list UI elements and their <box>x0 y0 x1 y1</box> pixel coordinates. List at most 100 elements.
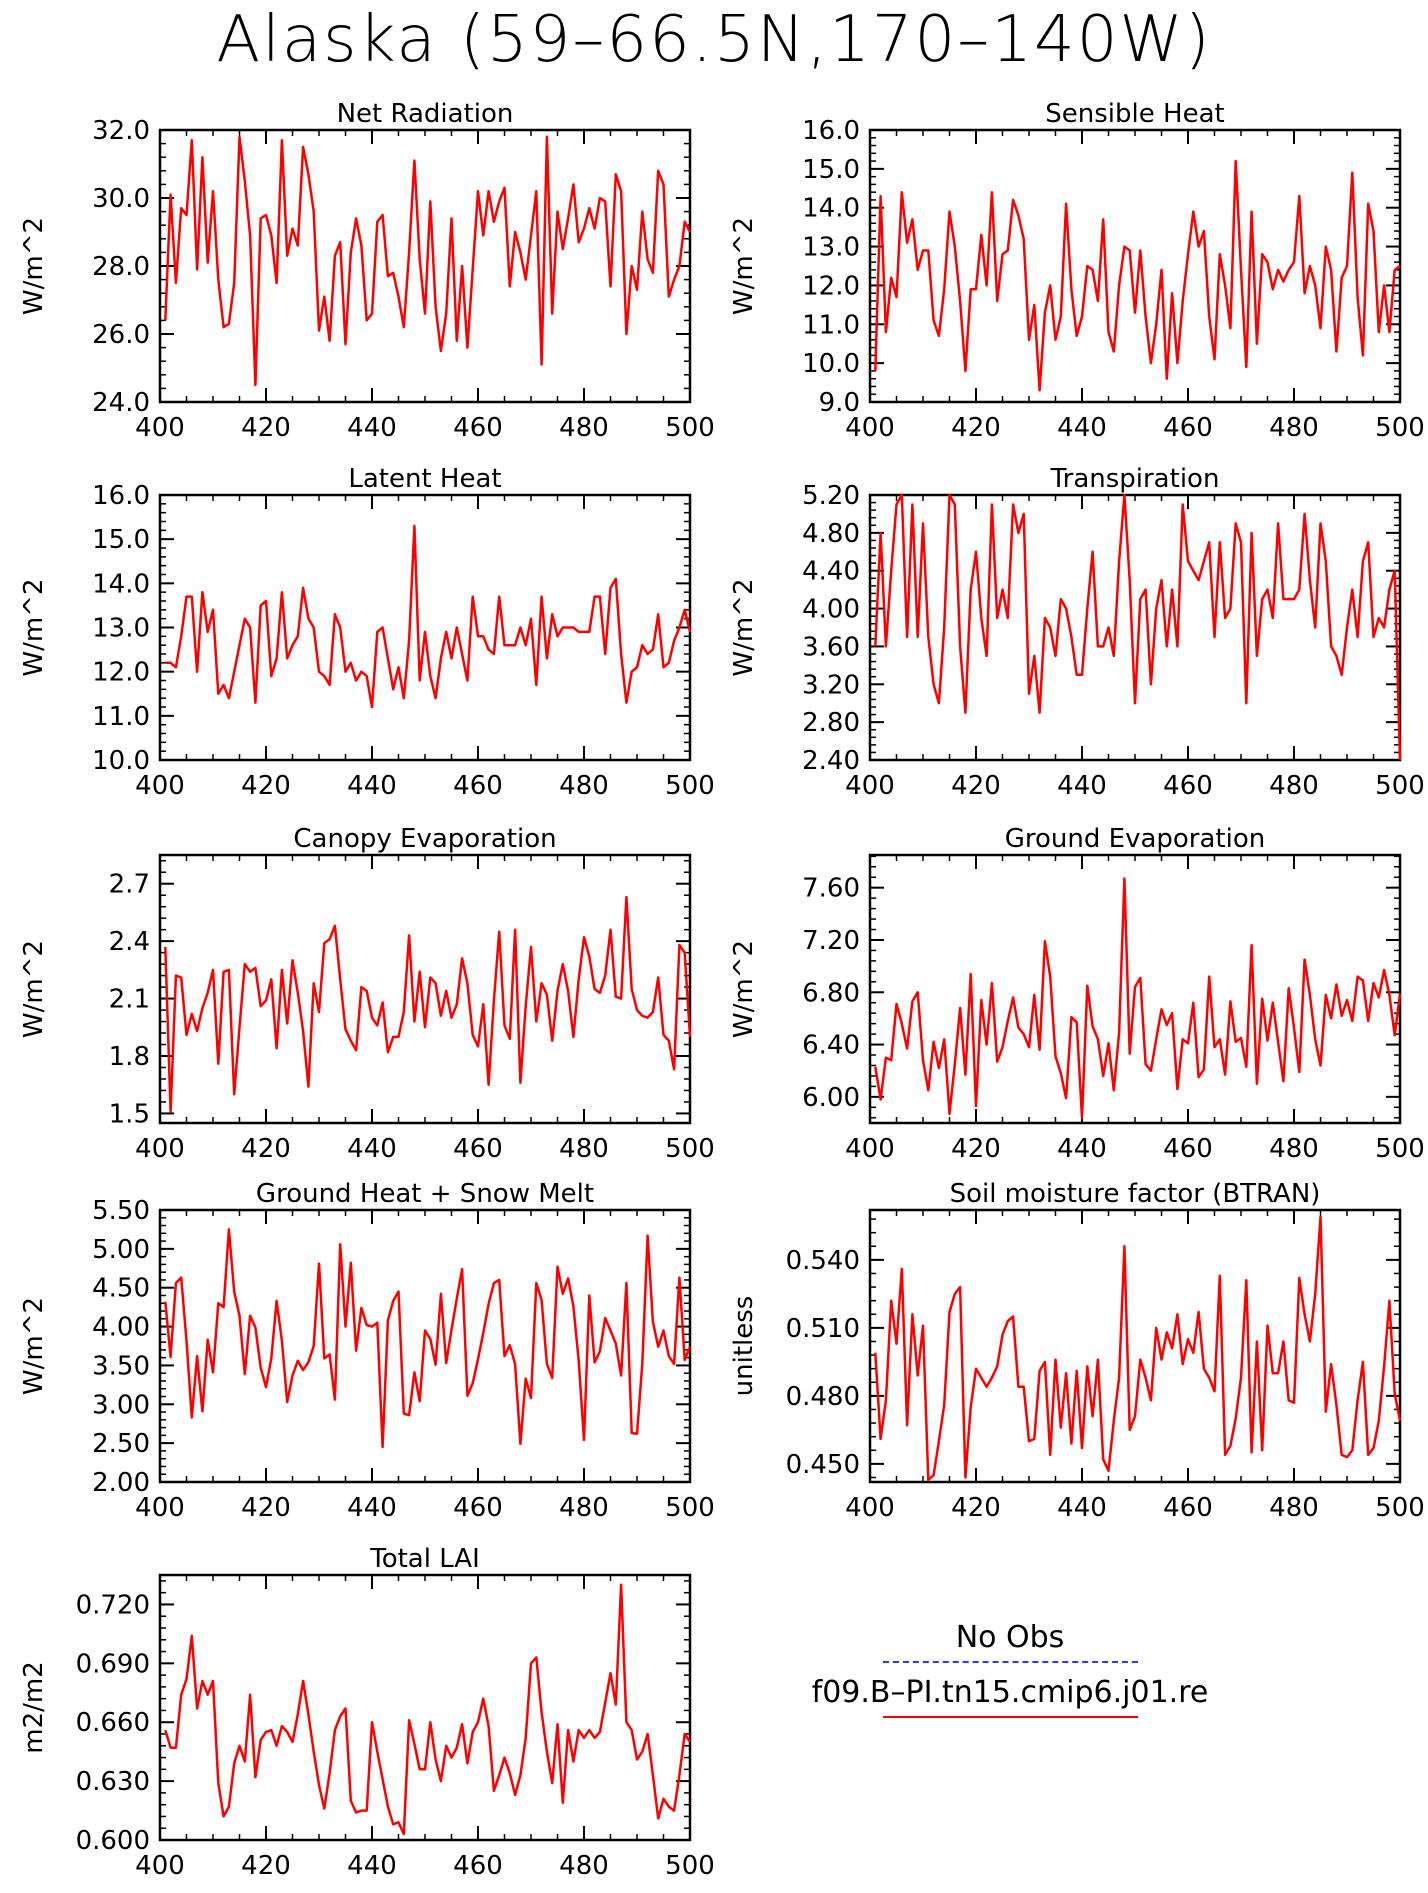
x-tick-label: 500 <box>1375 1134 1425 1164</box>
series-line <box>874 1215 1402 1481</box>
x-tick-label: 480 <box>1269 1493 1319 1523</box>
y-tick-label: 15.0 <box>802 155 860 185</box>
y-tick-label: 5.20 <box>802 481 860 511</box>
plot-title: Total LAI <box>369 1544 480 1574</box>
y-tick-label: 11.0 <box>802 310 860 340</box>
y-tick-label: 1.8 <box>109 1042 150 1072</box>
y-tick-label: 11.0 <box>92 702 150 732</box>
x-tick-label: 460 <box>1163 1134 1213 1164</box>
plot-title: Ground Evaporation <box>1005 824 1265 854</box>
y-tick-label: 3.00 <box>92 1390 150 1420</box>
plot-frame <box>158 1573 692 1842</box>
x-tick-label: 420 <box>951 1134 1001 1164</box>
y-tick-label: 14.0 <box>802 194 860 224</box>
x-tick-label: 500 <box>665 413 715 443</box>
y-tick-label: 5.50 <box>92 1196 150 1226</box>
series-line <box>874 493 1402 761</box>
y-tick-label: 4.40 <box>802 557 860 587</box>
x-tick-label: 460 <box>453 771 503 801</box>
y-tick-label: 0.660 <box>76 1708 150 1738</box>
x-tick-label: 480 <box>1269 771 1319 801</box>
x-tick-label: 440 <box>1057 1134 1107 1164</box>
y-tick-label: 2.80 <box>802 708 860 738</box>
x-tick-label: 400 <box>135 771 185 801</box>
y-axis-label: W/m^2 <box>729 217 759 315</box>
y-axis-label: W/m^2 <box>19 217 49 315</box>
x-tick-label: 500 <box>665 1851 715 1881</box>
y-tick-label: 10.0 <box>92 746 150 776</box>
legend-line-no-obs <box>882 1661 1138 1663</box>
x-tick-label: 500 <box>1375 1493 1425 1523</box>
y-tick-label: 14.0 <box>92 569 150 599</box>
x-tick-label: 400 <box>845 771 895 801</box>
y-tick-label: 0.540 <box>786 1246 860 1276</box>
y-tick-label: 0.720 <box>76 1590 150 1620</box>
y-tick-label: 1.5 <box>109 1099 150 1129</box>
y-tick-label: 16.0 <box>802 116 860 146</box>
page-title: Alaska (59–66.5N,170–140W) <box>216 3 1212 77</box>
plot-title: Transpiration <box>1050 464 1220 494</box>
y-tick-label: 10.0 <box>802 349 860 379</box>
plot-frame <box>158 493 692 762</box>
y-tick-label: 12.0 <box>802 271 860 301</box>
x-tick-label: 440 <box>347 1493 397 1523</box>
y-axis-label: unitless <box>729 1296 759 1397</box>
y-tick-label: 4.80 <box>802 519 860 549</box>
x-tick-label: 460 <box>453 1851 503 1881</box>
x-tick-label: 480 <box>559 771 609 801</box>
x-tick-label: 440 <box>347 771 397 801</box>
x-tick-label: 500 <box>1375 771 1425 801</box>
y-tick-label: 2.4 <box>109 927 150 957</box>
x-tick-label: 420 <box>951 771 1001 801</box>
series-line <box>874 877 1402 1120</box>
x-tick-label: 420 <box>241 1134 291 1164</box>
x-tick-label: 480 <box>559 1493 609 1523</box>
y-tick-label: 32.0 <box>92 116 150 146</box>
legend-label-no-obs: No Obs <box>955 1620 1065 1655</box>
y-axis-label: W/m^2 <box>19 1297 49 1395</box>
x-tick-label: 420 <box>951 413 1001 443</box>
x-tick-label: 420 <box>241 1493 291 1523</box>
y-tick-label: 12.0 <box>92 658 150 688</box>
y-tick-label: 3.60 <box>802 632 860 662</box>
y-tick-label: 4.50 <box>92 1274 150 1304</box>
x-tick-label: 500 <box>665 1493 715 1523</box>
plot-frame <box>158 853 692 1125</box>
y-tick-label: 0.690 <box>76 1649 150 1679</box>
y-tick-label: 26.0 <box>92 320 150 350</box>
y-axis-label: W/m^2 <box>19 940 49 1038</box>
x-tick-label: 480 <box>1269 413 1319 443</box>
y-tick-label: 4.00 <box>92 1313 150 1343</box>
x-tick-label: 440 <box>347 1851 397 1881</box>
plot-title: Soil moisture factor (BTRAN) <box>950 1179 1321 1209</box>
series-line <box>164 1583 692 1836</box>
series-line <box>874 159 1401 392</box>
series-line <box>165 524 692 709</box>
x-tick-label: 400 <box>845 1134 895 1164</box>
x-tick-label: 460 <box>453 413 503 443</box>
y-tick-label: 2.00 <box>92 1468 150 1498</box>
x-tick-label: 460 <box>1163 413 1213 443</box>
y-tick-label: 4.00 <box>802 595 860 625</box>
x-tick-label: 480 <box>1269 1134 1319 1164</box>
y-tick-label: 15.0 <box>92 525 150 555</box>
x-tick-label: 460 <box>1163 771 1213 801</box>
series-line <box>164 135 692 387</box>
x-tick-label: 400 <box>845 1493 895 1523</box>
x-tick-label: 460 <box>1163 1493 1213 1523</box>
y-tick-label: 16.0 <box>92 481 150 511</box>
plot-title: Sensible Heat <box>1045 99 1224 129</box>
legend: No Obs f09.B–PI.tn15.cmip6.j01.re <box>760 1620 1260 1718</box>
x-tick-label: 420 <box>241 413 291 443</box>
y-tick-label: 7.20 <box>802 926 860 956</box>
x-tick-label: 480 <box>559 1851 609 1881</box>
series-line <box>164 1228 692 1449</box>
plot-title: Canopy Evaporation <box>293 824 556 854</box>
y-tick-label: 6.40 <box>802 1031 860 1061</box>
y-tick-label: 0.630 <box>76 1767 150 1797</box>
x-tick-label: 400 <box>135 1134 185 1164</box>
series-line <box>164 895 692 1113</box>
y-axis-label: W/m^2 <box>19 578 49 676</box>
plot-title: Net Radiation <box>337 99 514 129</box>
